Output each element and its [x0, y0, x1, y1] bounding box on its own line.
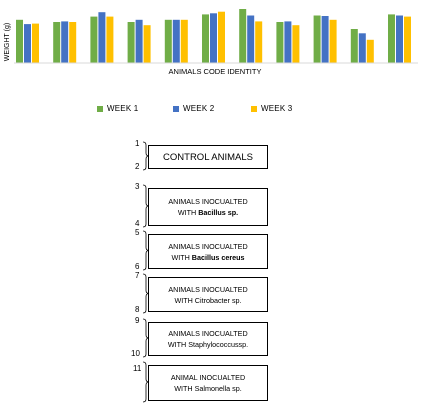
key-box-line2: WITH Citrobacter sp. [174, 295, 241, 306]
bar-8-week-2 [284, 21, 292, 63]
animal-code-label: 6 [135, 262, 140, 271]
brace-path [142, 318, 150, 358]
key-box-line1: ANIMAL INOCUALTED [170, 373, 246, 382]
brace-path [142, 230, 150, 271]
bar-5-week-2 [172, 19, 180, 63]
animal-code-label: 5 [135, 228, 140, 237]
animal-code-label: 2 [135, 162, 140, 171]
brace-path [142, 141, 150, 171]
bar-2-week-3 [69, 22, 77, 63]
bar-10-week-2 [358, 33, 366, 63]
brace-icon [142, 318, 150, 358]
bar-group [16, 9, 411, 64]
animal-code-label: 3 [135, 182, 140, 191]
bar-7-week-1 [239, 9, 247, 63]
bar-8-week-3 [292, 25, 300, 63]
brace-path [142, 184, 150, 228]
bar-5-week-3 [180, 19, 188, 63]
legend-item-week-2: WEEK 2 [173, 104, 214, 113]
bar-1-week-3 [32, 23, 39, 64]
animal-code-label: 1 [135, 139, 140, 148]
chart-legend: WEEK 1 WEEK 2 WEEK 3 [93, 104, 333, 118]
bar-6-week-2 [210, 13, 217, 64]
key-box-4: ANIMALS INOCUALTED WITH Citrobacter sp. [148, 277, 268, 312]
bar-chart: WEIGHT (g) ANIMALS CODE IDENTITY [4, 9, 418, 76]
bar-8-week-1 [276, 22, 284, 63]
bar-9-week-3 [329, 19, 337, 63]
legend-label-week-1: WEEK 1 [107, 104, 139, 113]
legend-item-week-3: WEEK 3 [251, 104, 292, 113]
key-box-line2: WITH Bacillus cereus [171, 252, 244, 263]
species-name: Salmonella sp. [194, 384, 242, 393]
x-axis-label: ANIMALS CODE IDENTITY [169, 67, 262, 76]
key-box-line2: WITH Salmonella sp. [174, 383, 242, 394]
legend-label-week-2: WEEK 2 [183, 104, 215, 113]
bar-3-week-2 [98, 12, 106, 63]
bar-10-week-3 [366, 39, 374, 63]
bar-6-week-1 [202, 14, 209, 63]
key-box-1: CONTROL ANIMALS [148, 145, 268, 169]
key-box-line2: WITH Bacillus sp. [178, 207, 238, 218]
y-axis-label: WEIGHT (g) [4, 23, 11, 61]
brace-icon [142, 184, 150, 228]
bar-3-week-1 [90, 16, 98, 64]
key-box-line1: ANIMALS INOCUALTED [168, 329, 248, 338]
key-box-2: ANIMALS INOCUALTED WITH Bacillus sp. [148, 188, 268, 226]
key-box-line1: ANIMALS INOCUALTED [168, 241, 248, 251]
brace-icon [142, 361, 150, 403]
bar-2-week-1 [53, 22, 61, 63]
bar-11-week-3 [404, 16, 411, 64]
key-box-line2-prefix: WITH [171, 252, 192, 262]
species-name: Bacillus sp. [198, 208, 239, 217]
bar-1-week-2 [24, 24, 31, 64]
species-name: Staphylococcussp. [188, 340, 249, 349]
brace-icon [142, 230, 150, 271]
bar-1-week-1 [16, 19, 23, 63]
animal-code-label: 4 [135, 219, 140, 228]
bar-11-week-2 [396, 15, 403, 63]
bar-4-week-2 [135, 19, 143, 63]
animal-code-label: 7 [135, 271, 140, 280]
brace-path [142, 273, 150, 314]
legend-swatch-week-3 [251, 105, 257, 112]
key-box-line1: ANIMALS INOCUALTED [168, 284, 248, 294]
bar-7-week-2 [247, 15, 255, 63]
bar-5-week-1 [164, 19, 172, 63]
brace-icon [142, 141, 150, 171]
key-box-5: ANIMALS INOCUALTED WITH Staphylococcussp. [148, 322, 268, 356]
bar-4-week-3 [143, 25, 151, 63]
key-box-line2-prefix: WITH [174, 384, 195, 393]
bar-6-week-3 [218, 11, 225, 63]
legend-label-week-3: WEEK 3 [261, 104, 293, 113]
bar-10-week-1 [350, 29, 358, 63]
legend-swatch-week-1 [97, 105, 103, 112]
bar-9-week-2 [321, 16, 329, 63]
bar-4-week-1 [127, 22, 135, 63]
brace-path [142, 361, 150, 403]
key-box-line2-prefix: WITH [167, 340, 189, 349]
key-box-line2: WITH Staphylococcussp. [168, 339, 248, 350]
species-name: Citrobacter sp. [194, 295, 242, 305]
brace-icon [142, 273, 150, 314]
key-box-line2-prefix: WITH [177, 208, 199, 217]
bar-9-week-1 [313, 15, 321, 63]
key-box-3: ANIMALS INOCUALTED WITH Bacillus cereus [148, 234, 268, 269]
species-name: Bacillus cereus [191, 252, 245, 262]
animal-code-label: 11 [133, 364, 142, 373]
bar-2-week-2 [61, 21, 69, 63]
animal-code-label: 10 [131, 349, 140, 358]
key-box-line1: ANIMALS INOCUALTED [168, 197, 248, 206]
animal-code-label: 9 [135, 316, 140, 325]
bar-7-week-3 [255, 21, 263, 63]
key-box-line2-prefix: WITH [174, 295, 195, 305]
bar-11-week-1 [388, 14, 395, 63]
legend-item-week-1: WEEK 1 [97, 104, 138, 113]
key-box-line1: CONTROL ANIMALS [163, 151, 253, 163]
legend-swatch-week-2 [173, 105, 179, 112]
key-box-6: ANIMAL INOCUALTED WITH Salmonella sp. [148, 365, 268, 401]
animal-code-label: 8 [135, 305, 140, 314]
bar-3-week-3 [106, 16, 114, 64]
